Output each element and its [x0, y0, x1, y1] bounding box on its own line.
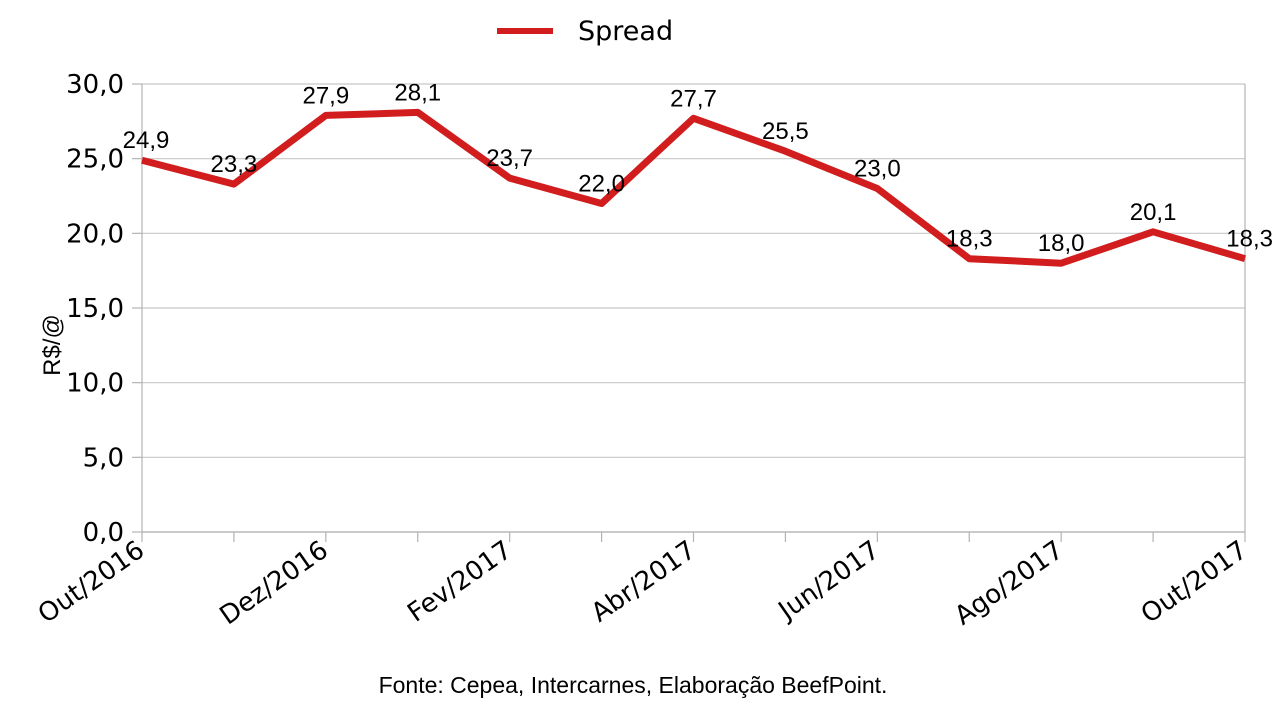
y-tick-label: 20,0: [66, 219, 124, 249]
data-label: 18,3: [1226, 226, 1273, 253]
data-labels: 24,9 23,3 27,9 28,1 23,7 22,0 27,7 25,5 23,0 18,3…: [123, 79, 1273, 257]
x-tick-label: Out/2016: [33, 535, 150, 630]
series-line-spread: [141, 108, 1246, 267]
data-label: 27,7: [670, 85, 717, 112]
x-tick-label: Jun/2017: [772, 535, 886, 627]
grid-lines: [132, 83, 1245, 533]
y-tick-label: 30,0: [66, 70, 124, 100]
source-note: Fonte: Cepea, Intercarnes, Elaboração Be…: [379, 672, 888, 698]
y-tick-label: 10,0: [66, 369, 124, 399]
x-tick-label: Dez/2016: [215, 535, 334, 631]
data-label: 23,7: [486, 145, 533, 172]
x-tick-label: Ago/2017: [949, 535, 1069, 631]
x-tick-label: Fev/2017: [402, 535, 517, 628]
y-axis-title: R$/@: [39, 314, 66, 376]
data-label: 28,1: [394, 79, 441, 106]
data-label: 25,5: [762, 118, 809, 145]
x-tick-labels: Out/2016 Dez/2016 Fev/2017 Abr/2017 Jun/2017…: [33, 532, 1253, 632]
x-tick-label: Out/2017: [1136, 535, 1253, 630]
data-label: 20,1: [1130, 199, 1177, 226]
y-tick-label: 15,0: [66, 294, 124, 324]
data-label: 23,3: [211, 151, 258, 178]
data-label: 18,3: [946, 226, 993, 253]
legend: Spread: [497, 16, 673, 47]
y-tick-label: 0,0: [83, 518, 124, 548]
data-label: 24,9: [123, 127, 170, 154]
data-label: 27,9: [302, 82, 349, 109]
series-layer: [141, 108, 1246, 267]
y-tick-label: 25,0: [66, 145, 124, 175]
data-label: 18,0: [1038, 230, 1085, 257]
x-tick-label: Abr/2017: [586, 535, 701, 628]
y-tick-labels: 0,0 5,0 10,0 15,0 20,0 25,0 30,0: [66, 70, 124, 548]
data-label: 23,0: [854, 156, 901, 183]
y-tick-label: 5,0: [83, 443, 124, 473]
data-label: 22,0: [578, 170, 625, 197]
legend-label-spread: Spread: [578, 16, 673, 47]
